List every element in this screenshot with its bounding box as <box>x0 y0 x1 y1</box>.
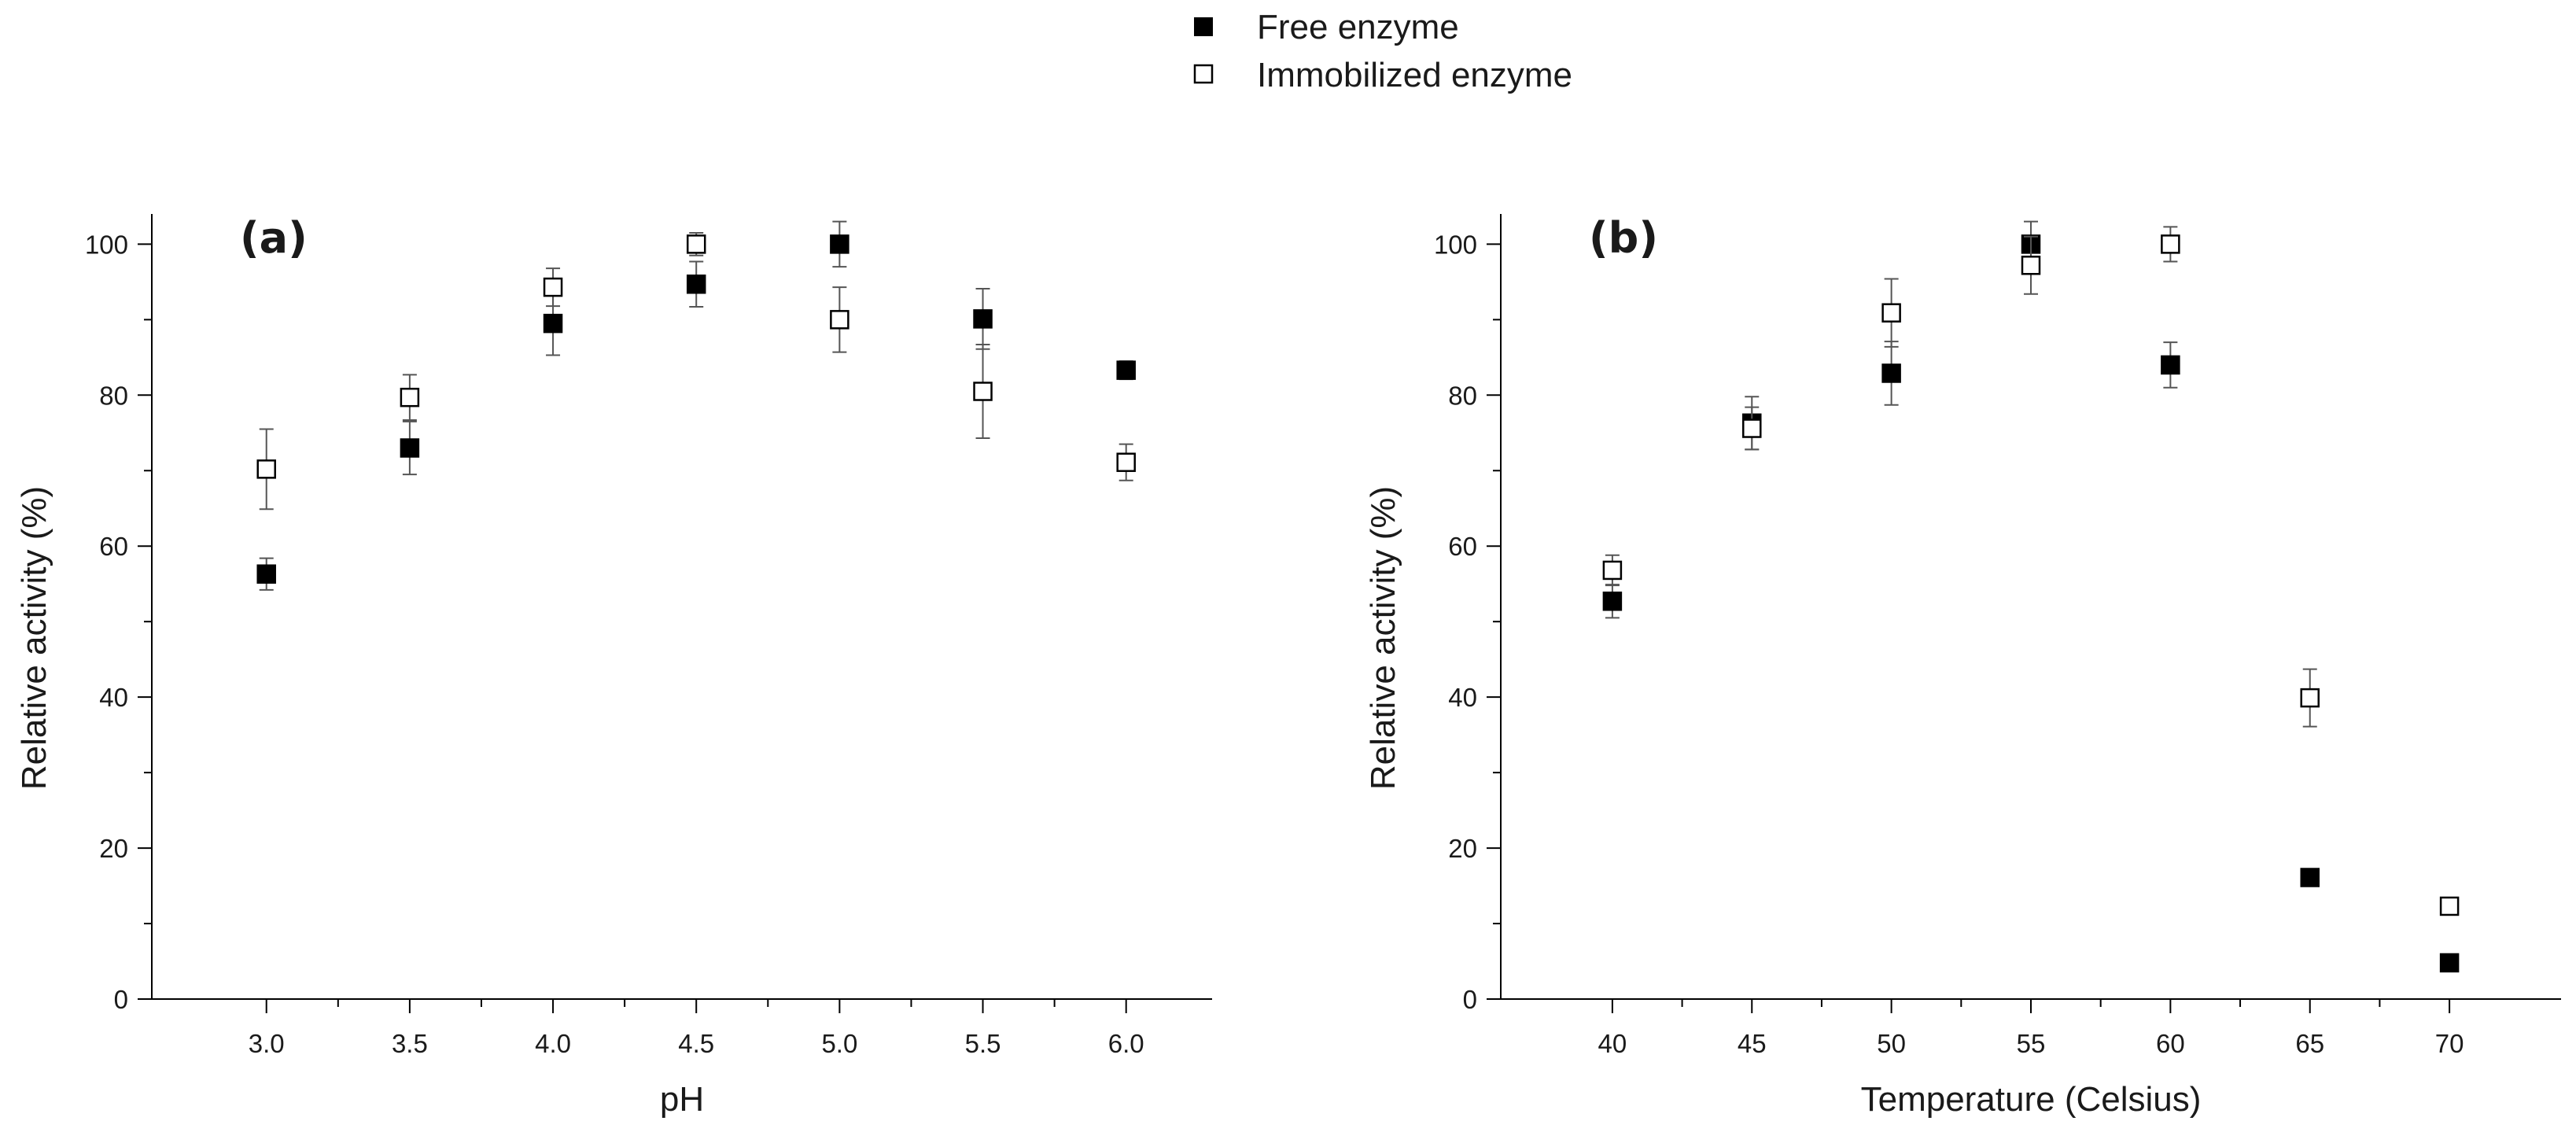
point-free-enzyme <box>973 309 993 329</box>
x-tick-label: 40 <box>1598 1029 1627 1058</box>
x-tick-label: 6.0 <box>1108 1029 1144 1058</box>
point-free-enzyme <box>1116 360 1136 380</box>
x-tick-label: 70 <box>2435 1029 2464 1058</box>
legend-label-free-enzyme: Free enzyme <box>1257 8 1459 46</box>
chart-panel-b: 0 20 40 60 80 100 40 45 50 55 60 65 70 Temperature (C… <box>1364 213 2561 1119</box>
point-free-enzyme <box>1881 363 1901 383</box>
x-axis-title: pH <box>660 1080 704 1119</box>
point-immobilized-enzyme <box>2021 256 2041 275</box>
legend-marker-filled-square <box>1194 17 1213 36</box>
point-immobilized-enzyme <box>973 382 993 401</box>
y-tick-label: 0 <box>114 985 128 1014</box>
y-tick-label: 20 <box>99 834 128 863</box>
point-immobilized-enzyme <box>1881 303 1901 323</box>
point-immobilized-enzyme <box>2161 234 2180 254</box>
x-tick-label: 5.0 <box>821 1029 857 1058</box>
y-tick-label: 100 <box>85 230 128 259</box>
x-tick-label: 50 <box>1877 1029 1906 1058</box>
point-immobilized-enzyme <box>400 387 420 407</box>
panel-label: (b) <box>1589 213 1658 263</box>
x-tick-label: 45 <box>1738 1029 1767 1058</box>
x-tick-label: 3.5 <box>392 1029 428 1058</box>
x-tick-label: 5.5 <box>965 1029 1001 1058</box>
point-free-enzyme <box>400 438 420 458</box>
point-free-enzyme <box>830 234 849 254</box>
point-immobilized-enzyme <box>1602 560 1623 581</box>
point-immobilized-enzyme <box>256 459 276 479</box>
legend-item-free-enzyme: Free enzyme <box>1194 8 1459 46</box>
point-immobilized-enzyme <box>2439 896 2460 916</box>
x-tick-label: 60 <box>2156 1029 2185 1058</box>
y-tick-label: 60 <box>1448 532 1477 561</box>
point-immobilized-enzyme <box>2300 688 2320 708</box>
legend-label-immobilized-enzyme: Immobilized enzyme <box>1257 56 1572 94</box>
point-immobilized-enzyme <box>686 234 706 254</box>
chart-panel-a: 0 20 40 60 80 100 3.0 3.5 4.0 4.5 5.0 5.5 6.0 pH Relat… <box>15 213 1212 1119</box>
y-axis-title: Relative activity (%) <box>1364 486 1402 790</box>
point-free-enzyme <box>256 564 276 584</box>
x-axis-title: Temperature (Celsius) <box>1861 1080 2202 1119</box>
point-free-enzyme <box>2300 868 2320 887</box>
panel-label: (a) <box>240 213 308 263</box>
point-immobilized-enzyme <box>1742 419 1762 438</box>
y-tick-label: 0 <box>1463 985 1477 1014</box>
x-tick-label: 4.0 <box>535 1029 571 1058</box>
point-immobilized-enzyme <box>543 277 563 297</box>
y-tick-label: 100 <box>1434 230 1477 259</box>
legend-marker-open-square <box>1193 64 1214 84</box>
y-tick-label: 40 <box>1448 683 1477 712</box>
y-tick-label: 40 <box>99 683 128 712</box>
x-tick-label: 4.5 <box>678 1029 714 1058</box>
point-immobilized-enzyme <box>1116 452 1136 472</box>
point-free-enzyme <box>686 274 706 294</box>
legend: Free enzyme Immobilized enzyme <box>1193 8 1572 94</box>
y-tick-label: 60 <box>99 532 128 561</box>
legend-item-immobilized-enzyme: Immobilized enzyme <box>1193 56 1572 94</box>
x-tick-label: 55 <box>2017 1029 2046 1058</box>
point-free-enzyme <box>543 313 563 334</box>
y-tick-label: 80 <box>99 381 128 410</box>
y-tick-label: 80 <box>1448 381 1477 410</box>
x-tick-label: 3.0 <box>249 1029 285 1058</box>
y-axis-title: Relative activity (%) <box>15 486 53 790</box>
point-immobilized-enzyme <box>830 310 849 330</box>
point-free-enzyme <box>2161 355 2180 375</box>
y-tick-label: 20 <box>1448 834 1477 863</box>
x-tick-label: 65 <box>2295 1029 2324 1058</box>
point-free-enzyme <box>2439 953 2460 973</box>
point-free-enzyme <box>1602 592 1623 611</box>
